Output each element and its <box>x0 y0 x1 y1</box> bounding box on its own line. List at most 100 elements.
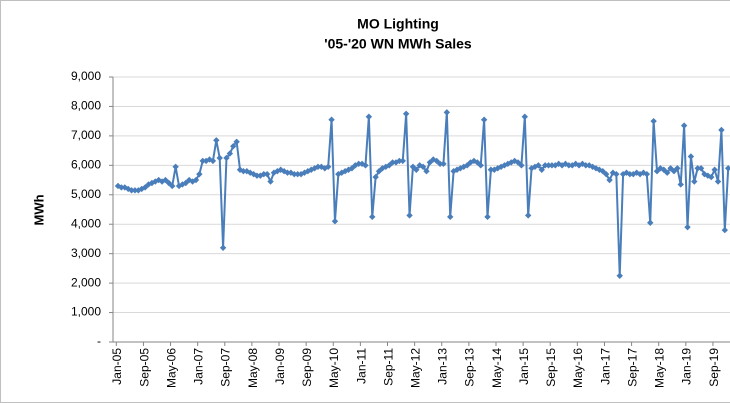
marker <box>647 219 654 226</box>
x-tick-label: May-16 <box>571 348 585 388</box>
x-tick-label: Jan-15 <box>517 348 531 385</box>
marker <box>521 113 528 120</box>
x-tick-label: Sep-17 <box>625 348 639 387</box>
marker <box>613 170 620 178</box>
x-tick-label: May-18 <box>653 348 667 388</box>
marker <box>643 170 651 178</box>
marker <box>535 162 542 169</box>
marker <box>196 170 203 178</box>
x-tick-label: Jan-11 <box>354 348 368 384</box>
x-tick-label: Sep-11 <box>381 348 395 386</box>
x-tick-label: Jan-17 <box>598 348 612 385</box>
x-tick-label: Jan-05 <box>110 348 124 385</box>
x-tick-label: Sep-19 <box>707 348 721 387</box>
marker <box>233 138 240 145</box>
marker <box>148 179 156 187</box>
marker <box>701 170 708 178</box>
x-tick-label: Sep-07 <box>219 348 233 387</box>
marker <box>209 157 217 165</box>
x-tick-label: May-08 <box>246 348 260 388</box>
marker <box>128 187 135 194</box>
marker <box>467 159 474 166</box>
marker <box>565 162 573 169</box>
marker <box>331 218 339 225</box>
marker <box>697 165 705 172</box>
marker <box>640 169 647 176</box>
marker <box>291 170 298 178</box>
x-tick-label: Jan-07 <box>192 348 206 385</box>
marker <box>663 169 671 176</box>
marker <box>263 170 271 178</box>
marker <box>691 178 698 185</box>
marker <box>436 160 444 168</box>
marker <box>524 212 532 219</box>
marker <box>606 176 613 184</box>
marker <box>402 110 410 118</box>
marker <box>230 142 237 150</box>
chart-subtitle: '05-'20 WN MWh Sales <box>324 36 472 52</box>
marker <box>219 244 227 251</box>
marker <box>199 157 206 165</box>
x-tick-label: Sep-05 <box>137 348 151 387</box>
marker <box>711 166 718 173</box>
marker <box>396 157 403 165</box>
marker <box>399 157 406 165</box>
marker <box>260 170 267 178</box>
marker <box>277 166 284 173</box>
y-tick-label: 5,000 <box>71 187 101 201</box>
x-tick-label: Sep-15 <box>544 348 558 387</box>
marker <box>358 160 366 168</box>
marker <box>531 163 539 171</box>
y-tick-label: 1,000 <box>71 305 101 319</box>
x-tick-label: May-06 <box>164 348 178 388</box>
marker <box>440 160 447 168</box>
marker <box>169 182 176 190</box>
marker <box>650 117 657 125</box>
marker <box>118 184 125 191</box>
x-tick-label: May-10 <box>327 348 341 388</box>
marker <box>314 163 322 171</box>
marker <box>487 166 495 173</box>
x-tick-label: Sep-13 <box>463 348 477 387</box>
marker <box>328 116 335 123</box>
marker <box>362 162 369 169</box>
marker <box>694 165 701 172</box>
marker <box>633 169 640 176</box>
marker <box>528 165 535 172</box>
y-axis-label: MWh <box>31 194 46 225</box>
marker <box>589 163 596 171</box>
marker <box>674 165 681 172</box>
marker <box>508 159 515 166</box>
y-tick-label: 8,000 <box>71 99 101 113</box>
y-tick-label: 3,000 <box>71 246 101 260</box>
marker <box>480 116 488 123</box>
marker <box>514 159 522 166</box>
marker <box>609 169 617 176</box>
marker <box>423 168 430 175</box>
marker <box>284 169 291 176</box>
marker <box>538 166 545 173</box>
marker <box>172 163 179 171</box>
marker <box>131 187 139 194</box>
marker <box>253 172 261 179</box>
marker <box>579 160 586 168</box>
marker <box>602 170 610 178</box>
marker <box>135 187 142 194</box>
marker <box>718 126 725 134</box>
chart-title: MO Lighting <box>357 16 439 32</box>
x-tick-label: May-12 <box>408 348 422 388</box>
marker <box>443 109 451 116</box>
marker <box>677 181 684 188</box>
marker <box>474 159 481 166</box>
marker <box>389 159 396 166</box>
marker <box>725 165 730 172</box>
marker <box>294 170 301 178</box>
marker <box>616 272 623 279</box>
marker <box>453 166 461 173</box>
marker <box>213 137 220 144</box>
x-tick-label: Jan-13 <box>436 348 450 385</box>
marker <box>369 213 376 221</box>
marker <box>216 154 223 162</box>
marker <box>223 154 230 162</box>
marker <box>687 153 695 160</box>
